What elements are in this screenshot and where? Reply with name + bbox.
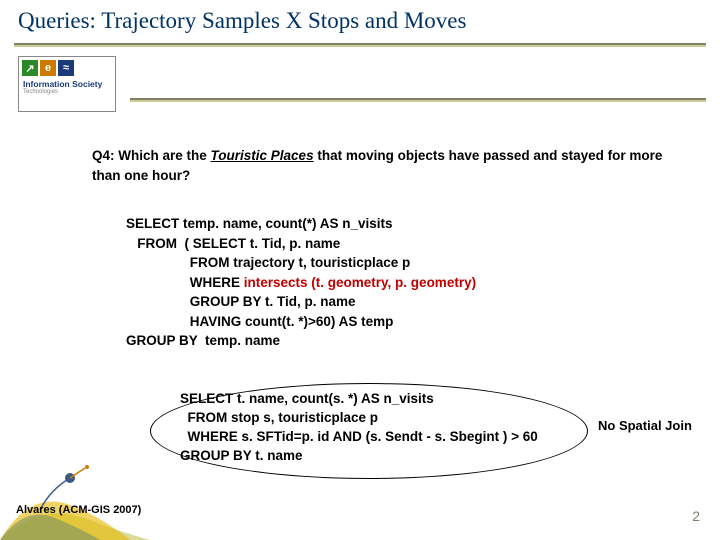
page-number: 2: [692, 508, 700, 524]
logo-icon-3: ≈: [58, 60, 74, 76]
sql1-l3: FROM trajectory t, touristicplace p: [126, 255, 410, 270]
question-prefix: Q4: Which are the: [92, 148, 211, 163]
logo-icon-1: ↗: [22, 60, 38, 76]
question-emph: Touristic Places: [211, 148, 314, 163]
corner-decoration: [0, 450, 150, 540]
logo-text-1: Information Society: [19, 79, 106, 89]
sql2-l4: GROUP BY t. name: [180, 448, 303, 463]
question-q4: Q4: Which are the Touristic Places that …: [92, 146, 690, 185]
sql1-l4a: WHERE: [126, 275, 244, 290]
sql1-l5: GROUP BY t. Tid, p. name: [126, 294, 356, 309]
sql1-l4b-intersects: intersects (t. geometry, p. geometry): [244, 275, 476, 290]
rule-top: [14, 43, 706, 45]
logo-text-2: Technologies: [19, 89, 62, 95]
info-society-logo: ↗ e ≈ Information Society Technologies: [18, 56, 116, 112]
rule-mid: [130, 98, 706, 100]
sql-block-1: SELECT temp. name, count(*) AS n_visits …: [126, 214, 476, 351]
logo-icon-2: e: [40, 60, 56, 76]
sql1-l1: SELECT temp. name, count(*) AS n_visits: [126, 216, 393, 231]
sql1-l2: FROM ( SELECT t. Tid, p. name: [126, 236, 340, 251]
logo-icon-row: ↗ e ≈: [19, 57, 77, 79]
sql1-l7: GROUP BY temp. name: [126, 333, 280, 348]
sql-block-2: SELECT t. name, count(s. *) AS n_visits …: [180, 390, 538, 466]
sql1-l6: HAVING count(t. *)>60) AS temp: [126, 314, 393, 329]
slide-title: Queries: Trajectory Samples X Stops and …: [18, 8, 466, 34]
footer-citation: Alvares (ACM-GIS 2007): [16, 504, 141, 516]
sql2-l3: WHERE s. SFTid=p. id AND (s. Sendt - s. …: [180, 429, 538, 444]
sql2-l2: FROM stop s, touristicplace p: [180, 410, 378, 425]
no-spatial-join-label: No Spatial Join: [598, 418, 692, 433]
sql2-l1: SELECT t. name, count(s. *) AS n_visits: [180, 391, 434, 406]
